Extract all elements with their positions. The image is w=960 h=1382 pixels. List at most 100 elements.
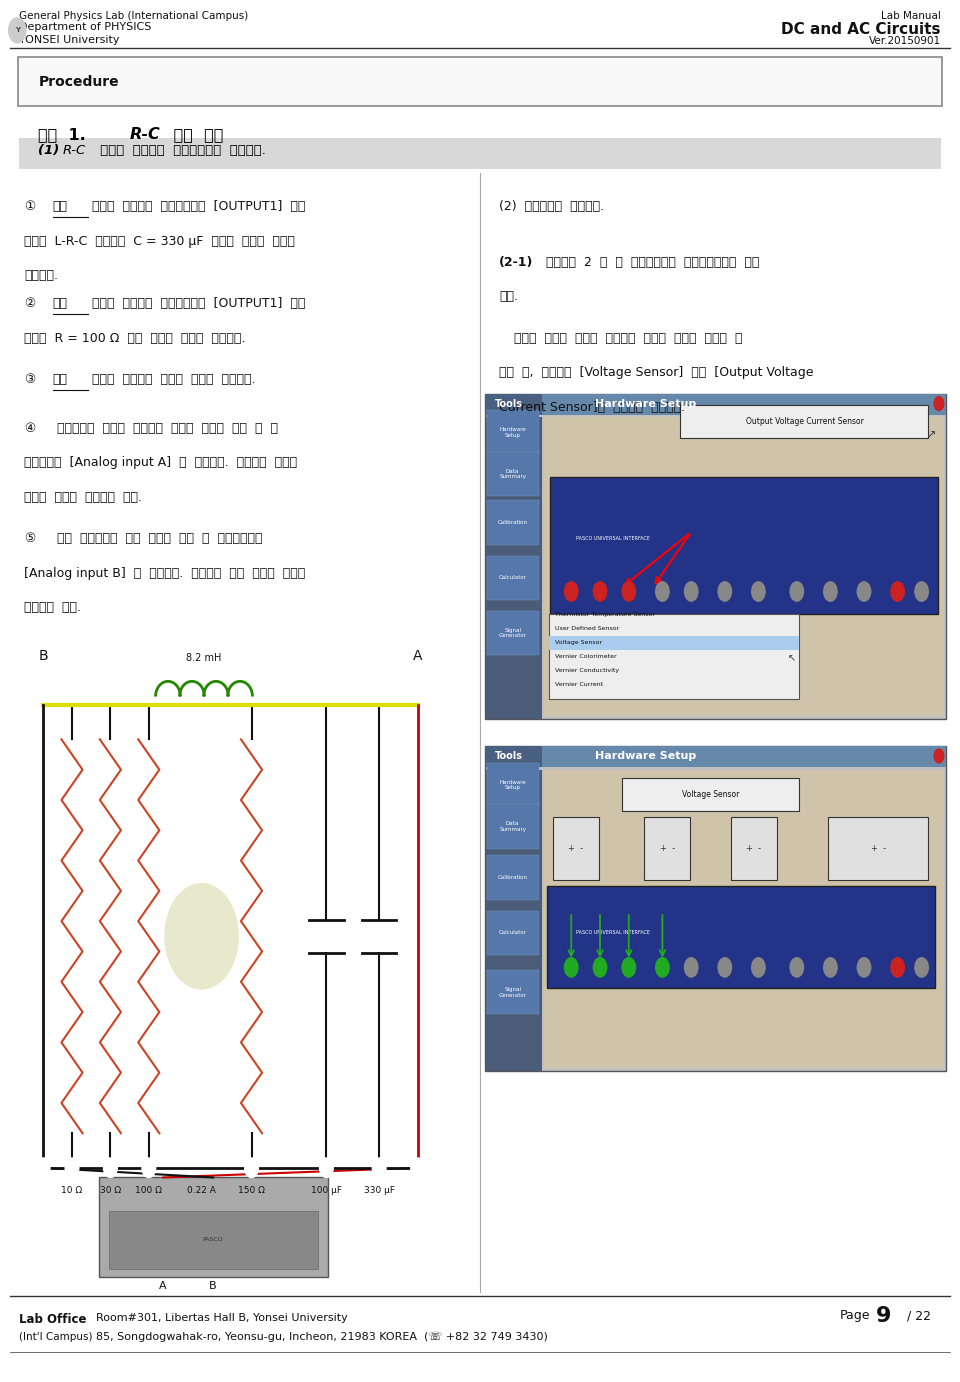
Text: 전압센서의  바나나  플러그를  축전기  양단에  꽂은  후  인: 전압센서의 바나나 플러그를 축전기 양단에 꽂은 후 인 xyxy=(53,422,277,434)
Text: 아래쪽  단자에  연결해야  한다.: 아래쪽 단자에 연결해야 한다. xyxy=(24,491,142,503)
Text: 전압센서  2  개  및  전원출력부의  전압전류센서를  설치: 전압센서 2 개 및 전원출력부의 전압전류센서를 설치 xyxy=(542,256,759,268)
Circle shape xyxy=(372,1158,386,1177)
Text: 센서와  전선을  연결한  포트에서  마우스  오른쪽  버튼을  클: 센서와 전선을 연결한 포트에서 마우스 오른쪽 버튼을 클 xyxy=(514,332,742,344)
FancyBboxPatch shape xyxy=(622,778,799,811)
FancyBboxPatch shape xyxy=(485,746,946,767)
Text: +  -: + - xyxy=(660,844,675,853)
Text: DC and AC Circuits: DC and AC Circuits xyxy=(781,22,941,37)
Text: Data
Summary: Data Summary xyxy=(499,468,526,480)
Text: ⑤: ⑤ xyxy=(24,532,36,545)
Text: Hardware
Setup: Hardware Setup xyxy=(499,427,526,438)
FancyBboxPatch shape xyxy=(549,636,799,650)
Text: Calculator: Calculator xyxy=(498,930,527,936)
Text: B: B xyxy=(209,1281,217,1291)
Circle shape xyxy=(718,582,732,601)
Text: 전선을  사용하여  인터페이스의  [OUTPUT1]  흑색: 전선을 사용하여 인터페이스의 [OUTPUT1] 흑색 xyxy=(88,297,305,310)
FancyBboxPatch shape xyxy=(485,770,542,1071)
Text: ↗: ↗ xyxy=(926,430,936,441)
Text: Procedure: Procedure xyxy=(38,75,119,88)
Text: Ver.20150901: Ver.20150901 xyxy=(869,36,941,46)
FancyBboxPatch shape xyxy=(544,770,944,1068)
Text: PASCO: PASCO xyxy=(203,1237,224,1242)
Text: 한다.: 한다. xyxy=(499,290,518,303)
FancyBboxPatch shape xyxy=(487,855,539,900)
Text: 실험  1.: 실험 1. xyxy=(38,127,92,142)
Text: R-C: R-C xyxy=(62,144,85,158)
Text: ①: ① xyxy=(24,200,36,213)
Text: +  -: + - xyxy=(746,844,761,853)
Circle shape xyxy=(320,1158,333,1177)
Text: +  -: + - xyxy=(568,844,584,853)
Circle shape xyxy=(790,582,804,601)
Text: Vernier Conductivity: Vernier Conductivity xyxy=(555,668,619,673)
FancyBboxPatch shape xyxy=(547,886,935,988)
Text: Voltage Sensor: Voltage Sensor xyxy=(555,640,602,645)
Text: Signal
Generator: Signal Generator xyxy=(498,987,527,998)
FancyBboxPatch shape xyxy=(487,911,539,955)
Circle shape xyxy=(622,958,636,977)
FancyBboxPatch shape xyxy=(18,57,942,106)
Text: A: A xyxy=(413,650,422,663)
Text: 적색: 적색 xyxy=(53,200,68,213)
Circle shape xyxy=(915,958,928,977)
Text: 150 Ω: 150 Ω xyxy=(238,1186,265,1195)
FancyBboxPatch shape xyxy=(550,477,938,614)
FancyBboxPatch shape xyxy=(109,1211,318,1269)
Text: YONSEI University: YONSEI University xyxy=(19,35,120,44)
FancyBboxPatch shape xyxy=(487,452,539,496)
Circle shape xyxy=(934,749,944,763)
Text: PASCO UNIVERSAL INTERFACE: PASCO UNIVERSAL INTERFACE xyxy=(576,930,650,936)
Text: Page: Page xyxy=(840,1309,871,1323)
FancyBboxPatch shape xyxy=(542,394,946,415)
Circle shape xyxy=(564,582,578,601)
Circle shape xyxy=(857,582,871,601)
Text: / 22: / 22 xyxy=(907,1309,931,1323)
Text: 황색: 황색 xyxy=(53,373,68,386)
FancyBboxPatch shape xyxy=(485,417,542,719)
Text: A: A xyxy=(159,1281,167,1291)
FancyBboxPatch shape xyxy=(485,746,946,1071)
Circle shape xyxy=(656,958,669,977)
Circle shape xyxy=(824,958,837,977)
Circle shape xyxy=(891,958,904,977)
FancyBboxPatch shape xyxy=(487,970,539,1014)
Text: 연결해야  한다.: 연결해야 한다. xyxy=(24,601,81,614)
Circle shape xyxy=(593,958,607,977)
Circle shape xyxy=(104,1158,117,1177)
Circle shape xyxy=(564,958,578,977)
Text: 단자와  L-R-C  회로판의  C = 330 μF  축전기  아래쪽  단자를: 단자와 L-R-C 회로판의 C = 330 μF 축전기 아래쪽 단자를 xyxy=(24,235,295,247)
Text: Hardware Setup: Hardware Setup xyxy=(595,750,696,761)
Circle shape xyxy=(411,1158,424,1177)
Text: ④: ④ xyxy=(24,422,36,434)
FancyBboxPatch shape xyxy=(544,417,944,716)
Text: Hardware
Setup: Hardware Setup xyxy=(499,779,526,791)
Circle shape xyxy=(36,1158,50,1177)
Text: Room#301, Libertas Hall B, Yonsei University: Room#301, Libertas Hall B, Yonsei Univer… xyxy=(96,1313,348,1323)
FancyBboxPatch shape xyxy=(487,410,539,455)
Text: ↖: ↖ xyxy=(788,652,796,663)
Text: Calibration: Calibration xyxy=(497,520,528,525)
Text: 터페이스의  [Analog input A]  에  연결한다.  적색선을  축전기: 터페이스의 [Analog input A] 에 연결한다. 적색선을 축전기 xyxy=(24,456,298,468)
Text: 전선을  사용하여  인터페이스의  [OUTPUT1]  적색: 전선을 사용하여 인터페이스의 [OUTPUT1] 적색 xyxy=(88,200,305,213)
Circle shape xyxy=(656,582,669,601)
Text: 7.5 V: 7.5 V xyxy=(189,915,214,925)
Text: 9: 9 xyxy=(876,1306,891,1325)
Text: 전선을  사용하여  인덕터  양단을  연결한다.: 전선을 사용하여 인덕터 양단을 연결한다. xyxy=(88,373,255,386)
Text: 85, Songdogwahak-ro, Yeonsu-gu, Incheon, 21983 KOREA  (☏ +82 32 749 3430): 85, Songdogwahak-ro, Yeonsu-gu, Incheon,… xyxy=(96,1332,548,1342)
FancyBboxPatch shape xyxy=(485,394,946,719)
Circle shape xyxy=(9,18,26,43)
FancyBboxPatch shape xyxy=(99,1177,328,1277)
Circle shape xyxy=(752,582,765,601)
Text: 직류  회로: 직류 회로 xyxy=(168,127,224,142)
FancyBboxPatch shape xyxy=(487,763,539,807)
Text: Calibration: Calibration xyxy=(497,875,528,880)
FancyBboxPatch shape xyxy=(680,405,928,438)
Text: Lab Manual: Lab Manual xyxy=(881,11,941,21)
Text: R-C: R-C xyxy=(130,127,160,142)
Text: Department of PHYSICS: Department of PHYSICS xyxy=(19,22,152,32)
Circle shape xyxy=(245,1158,258,1177)
Text: Tools: Tools xyxy=(494,750,522,761)
Circle shape xyxy=(915,582,928,601)
Circle shape xyxy=(718,958,732,977)
Text: 8.2 mH: 8.2 mH xyxy=(186,654,221,663)
